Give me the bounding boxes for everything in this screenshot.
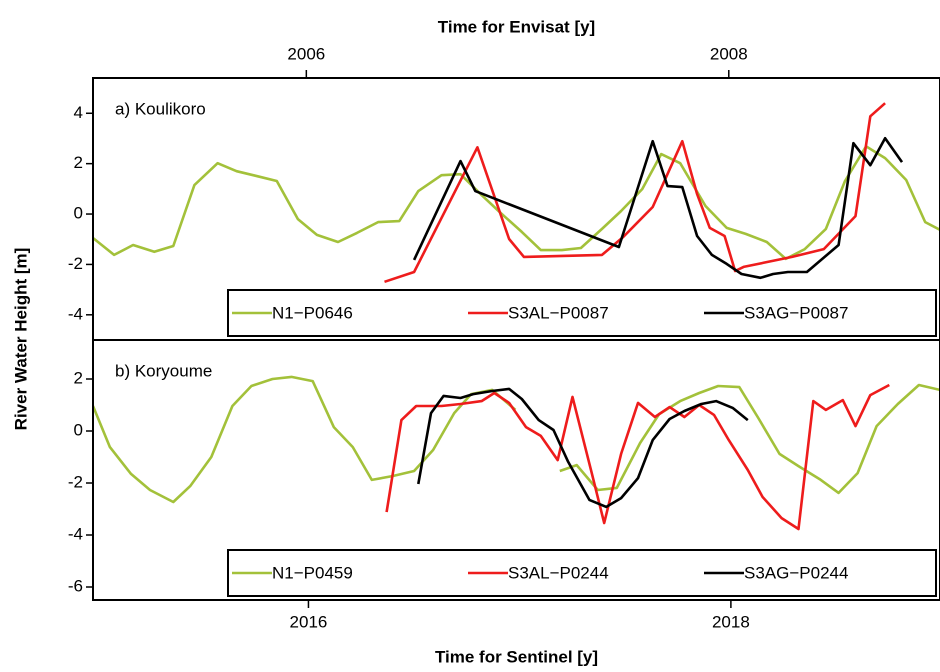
legend-box: [227, 549, 937, 597]
y-tick-label: 0: [74, 204, 83, 223]
legend-label: S3AL−P0244: [508, 563, 609, 582]
legend-label: S3AG−P0244: [744, 563, 848, 582]
legend-label: S3AG−P0087: [744, 303, 848, 322]
legend-label: N1−P0646: [272, 303, 353, 322]
y-tick-label: -4: [68, 524, 83, 543]
series-line: [412, 136, 904, 280]
y-tick-label: -2: [68, 472, 83, 491]
series-line: [93, 145, 940, 261]
series-line: [93, 375, 940, 504]
series-line: [417, 387, 749, 509]
plot-frame: [92, 339, 940, 601]
panel-title: a) Koulikoro: [115, 99, 206, 118]
plot-lines: [93, 102, 940, 284]
x-tick-label: 2018: [712, 612, 750, 631]
panel-title: b) Koryoume: [115, 361, 212, 380]
y-axis-title: River Water Height [m]: [11, 248, 30, 431]
series-line: [384, 102, 886, 284]
series-line: [385, 383, 890, 531]
legend-label: N1−P0459: [272, 563, 353, 582]
y-tick-label: -4: [68, 304, 83, 323]
y-tick-label: 2: [74, 153, 83, 172]
y-tick-label: 2: [74, 368, 83, 387]
y-tick-label: -2: [68, 254, 83, 273]
plot-lines: [93, 375, 940, 531]
y-tick-label: 0: [74, 420, 83, 439]
x2-axis-title: Time for Envisat [y]: [438, 17, 595, 36]
x2-tick-label: 2006: [287, 44, 325, 63]
legend-box: [227, 289, 937, 337]
y-tick-label: -6: [68, 576, 83, 595]
legend-label: S3AL−P0087: [508, 303, 609, 322]
x-tick-label: 2016: [290, 612, 328, 631]
x-axis-title: Time for Sentinel [y]: [435, 647, 598, 666]
x2-tick-label: 2008: [710, 44, 748, 63]
y-tick-label: 4: [74, 103, 83, 122]
